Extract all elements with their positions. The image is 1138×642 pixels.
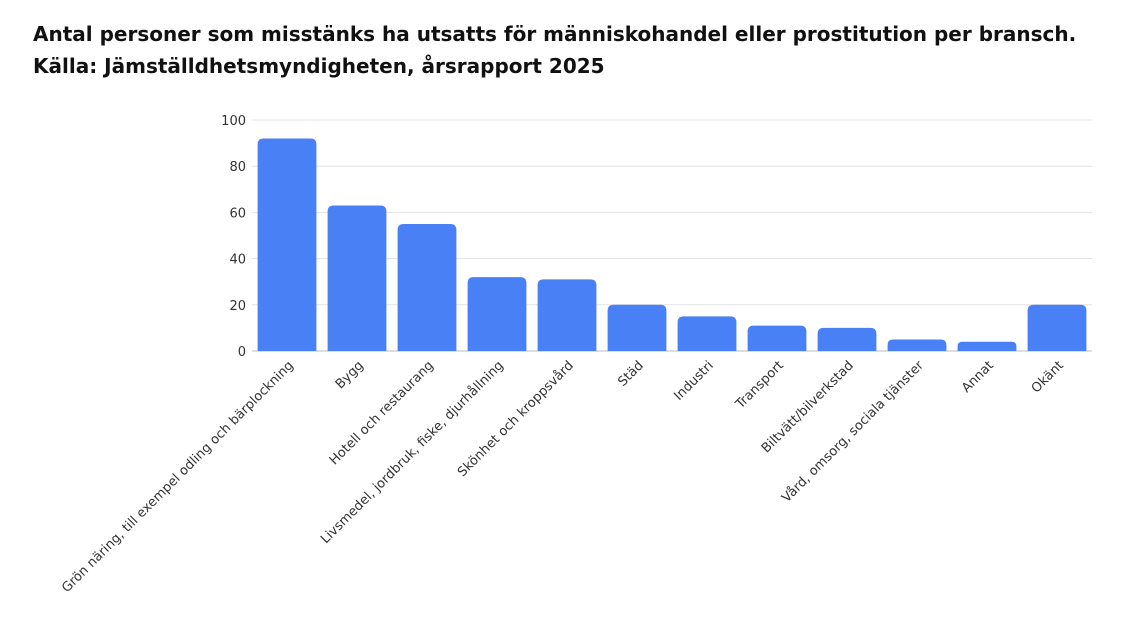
- bar: [607, 304, 667, 351]
- chart-title-block: Antal personer som misstänks ha utsatts …: [33, 18, 1123, 82]
- bar: [747, 325, 807, 351]
- bar: [537, 279, 597, 351]
- bar: [817, 327, 877, 351]
- bar: [257, 138, 317, 351]
- y-tick-label: 20: [229, 299, 246, 314]
- x-category-label: Okänt: [1029, 358, 1067, 396]
- x-category-label: Städ: [615, 358, 647, 390]
- x-category-label: Skönhet och kroppsvård: [455, 358, 577, 480]
- bar: [467, 277, 527, 351]
- y-tick-label: 80: [229, 160, 246, 175]
- y-tick-label: 0: [238, 345, 246, 360]
- x-category-label: Grön näring, till exempel odling och bär…: [59, 358, 297, 596]
- bar: [887, 339, 947, 351]
- bar: [1027, 304, 1087, 351]
- chart-title: Antal personer som misstänks ha utsatts …: [33, 22, 1077, 46]
- y-tick-label: 40: [229, 253, 246, 268]
- x-category-label: Bygg: [333, 358, 367, 392]
- x-category-label: Industri: [671, 358, 717, 404]
- x-category-label: Vård, omsorg, sociala tjänster: [779, 358, 927, 506]
- bar: [677, 316, 737, 351]
- bar: [957, 341, 1017, 351]
- x-category-label: Annat: [959, 358, 997, 396]
- x-category-label: Transport: [732, 358, 786, 412]
- y-tick-label: 100: [221, 114, 246, 129]
- bar: [397, 223, 457, 351]
- chart-subtitle: Källa: Jämställdhetsmyndigheten, årsrapp…: [33, 54, 605, 78]
- bar: [327, 205, 387, 351]
- y-tick-label: 60: [229, 206, 246, 221]
